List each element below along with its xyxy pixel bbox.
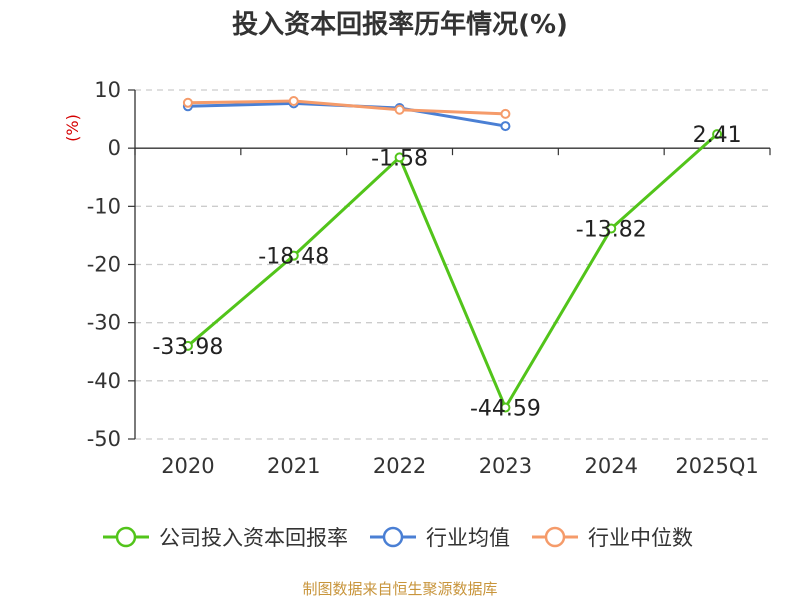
data-point <box>500 402 511 413</box>
y-tick-label: 0 <box>108 136 121 160</box>
data-label-layer: -33.98 -18.48 -1.58 -44.59 -13.82 2.41 <box>152 123 741 421</box>
x-tick-label: 2024 <box>585 454 638 478</box>
data-point <box>182 340 193 351</box>
y-tick-label: 10 <box>94 78 121 102</box>
legend-swatch-marker <box>115 526 137 548</box>
y-tick-label: -30 <box>87 311 121 335</box>
data-point <box>288 96 299 107</box>
x-tick-label: 2021 <box>267 454 320 478</box>
source-note: 制图数据来自恒生聚源数据库 <box>302 580 497 598</box>
data-point <box>500 108 511 119</box>
y-axis-unit-label: (%) <box>63 114 82 142</box>
legend-swatch-marker <box>544 526 566 548</box>
data-label: -33.98 <box>152 335 223 360</box>
data-point <box>182 97 193 108</box>
data-point <box>712 129 723 140</box>
legend-swatch-marker <box>382 526 404 548</box>
series-line <box>187 99 506 116</box>
data-point <box>606 223 617 234</box>
data-point <box>394 152 405 163</box>
series-line <box>186 133 719 410</box>
chart-title: 投入资本回报率历年情况(%) <box>232 9 568 40</box>
axis-layer: 10 0 -10 -20 -30 -40 -50 2020 2021 2022 2023 2024 20… <box>87 78 771 478</box>
data-point <box>394 104 405 115</box>
data-point <box>500 121 511 132</box>
y-tick-label: -20 <box>87 253 121 277</box>
legend: 公司投入资本回报率 行业均值 行业中位数 <box>103 526 693 550</box>
series-layer <box>182 96 723 413</box>
legend-item: 行业均值 <box>370 526 510 550</box>
grid-layer <box>135 89 770 440</box>
x-tick-label: 2025Q1 <box>675 454 758 478</box>
x-tick-label: 2020 <box>161 454 214 478</box>
legend-label: 行业中位数 <box>588 526 693 550</box>
y-tick-label: -50 <box>87 427 121 451</box>
data-label: -18.48 <box>258 245 329 270</box>
data-label: -44.59 <box>470 397 541 422</box>
y-tick-label: -10 <box>87 194 121 218</box>
y-tick-label: -40 <box>87 369 121 393</box>
legend-label: 公司投入资本回报率 <box>159 526 348 550</box>
x-tick-label: 2023 <box>479 454 532 478</box>
data-label: 2.41 <box>693 123 742 148</box>
data-label: -13.82 <box>576 218 647 243</box>
data-label: -1.58 <box>371 146 428 171</box>
data-point <box>288 250 299 261</box>
x-tick-label: 2022 <box>373 454 426 478</box>
legend-item: 公司投入资本回报率 <box>103 526 348 550</box>
legend-label: 行业均值 <box>426 526 510 550</box>
legend-item: 行业中位数 <box>532 526 693 550</box>
